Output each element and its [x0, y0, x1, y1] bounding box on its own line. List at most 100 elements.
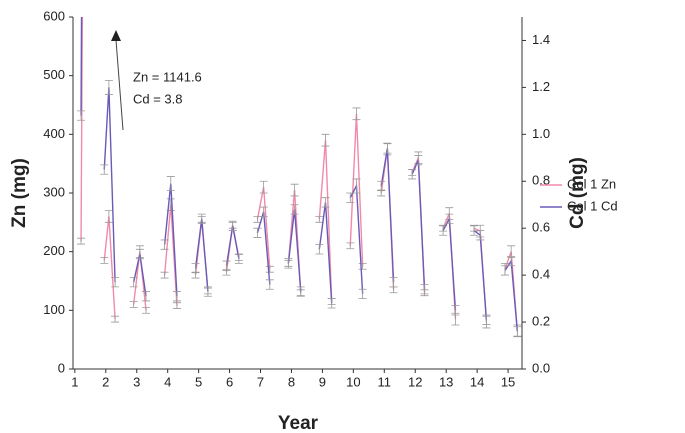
- error-bar: [482, 314, 491, 325]
- x-tick-label: 12: [408, 374, 422, 389]
- error-bar: [327, 298, 336, 309]
- x-tick-label: 8: [288, 374, 295, 389]
- series-line: [80, 17, 519, 331]
- error-bar: [507, 255, 516, 267]
- y2-tick-label: 1.2: [532, 79, 550, 94]
- y2-tick-label: 1.0: [532, 126, 550, 141]
- y-tick-label: 300: [43, 184, 65, 199]
- x-tick-label: 9: [319, 374, 326, 389]
- error-bar: [160, 239, 169, 250]
- y-tick-label: 0: [58, 360, 65, 375]
- error-bar: [420, 284, 429, 295]
- error-bar: [104, 210, 113, 223]
- plot-area: [77, 17, 522, 338]
- x-tick-label: 13: [439, 374, 453, 389]
- error-bar: [290, 183, 299, 197]
- x-tick-label: 5: [195, 374, 202, 389]
- error-bar: [377, 180, 386, 192]
- annotation: Cd = 3.8: [133, 91, 183, 106]
- y2-tick-label: 0.8: [532, 173, 550, 188]
- y2-tick-label: 0.2: [532, 314, 550, 329]
- y-tick-label: 600: [43, 8, 65, 23]
- annotation-arrow: [115, 39, 124, 131]
- y-tick-label: 200: [43, 243, 65, 258]
- y-axis-title: Zn (mg): [9, 158, 30, 228]
- error-bar: [222, 260, 231, 271]
- error-bar: [77, 237, 86, 245]
- legend-label: Col 1 Zn: [567, 176, 616, 191]
- error-bar: [191, 263, 200, 274]
- y-tick-label: 500: [43, 67, 65, 82]
- y2-axis-title: Cd (mg): [567, 157, 588, 229]
- legend-label: Col 1 Cd: [567, 198, 618, 213]
- error-bar: [111, 315, 120, 323]
- y2-tick-label: 1.4: [532, 32, 550, 47]
- error-bar: [100, 257, 109, 264]
- series-line: [80, 17, 519, 332]
- x-tick-label: 14: [470, 374, 484, 389]
- error-bar: [77, 110, 86, 121]
- error-bar: [346, 242, 355, 250]
- error-bar: [321, 133, 330, 147]
- error-bar: [315, 216, 324, 223]
- error-bar: [414, 155, 423, 166]
- y-tick-label: 400: [43, 126, 65, 141]
- error-bar: [259, 206, 268, 217]
- annotation: Zn = 1141.6: [133, 69, 202, 84]
- x-tick-label: 15: [501, 374, 515, 389]
- error-bar: [129, 277, 138, 288]
- x-tick-label: 10: [346, 374, 360, 389]
- error-bar: [111, 277, 120, 288]
- error-bar: [142, 291, 151, 302]
- error-bar: [166, 176, 175, 192]
- x-tick-label: 1: [71, 374, 78, 389]
- error-bar: [284, 258, 293, 269]
- error-bar: [253, 227, 262, 238]
- error-bar: [100, 164, 109, 175]
- error-bar: [234, 253, 243, 264]
- error-bar: [160, 271, 169, 279]
- error-bar: [265, 265, 274, 273]
- error-bar: [203, 286, 212, 297]
- error-bar: [476, 230, 485, 241]
- y2-tick-label: 0.6: [532, 220, 550, 235]
- error-bar: [352, 107, 361, 121]
- x-tick-label: 11: [378, 374, 392, 389]
- error-bar: [172, 291, 181, 302]
- x-tick-label: 7: [257, 374, 264, 389]
- error-bar: [389, 286, 398, 294]
- error-bar: [265, 279, 274, 290]
- x-tick-label: 2: [102, 374, 109, 389]
- error-bar: [129, 301, 138, 308]
- y-tick-label: 100: [43, 302, 65, 317]
- error-bar: [389, 277, 398, 288]
- error-bar: [142, 307, 151, 314]
- error-bar: [197, 213, 206, 224]
- y2-tick-label: 0.0: [532, 360, 550, 375]
- x-tick-label: 3: [133, 374, 140, 389]
- error-bar: [296, 286, 305, 297]
- error-bar: [507, 245, 516, 258]
- error-bar: [321, 197, 330, 208]
- error-bar: [259, 180, 268, 194]
- x-tick-label: 6: [226, 374, 233, 389]
- y2-tick-label: 0.4: [532, 267, 550, 282]
- error-bar: [451, 305, 460, 316]
- error-bar: [408, 169, 417, 180]
- error-bar: [445, 213, 454, 224]
- error-bar: [104, 79, 113, 95]
- error-bar: [470, 225, 479, 236]
- error-bar: [358, 263, 367, 270]
- annotation-arrowhead: [111, 30, 121, 41]
- error-bar: [290, 204, 299, 215]
- error-bar: [358, 288, 367, 299]
- x-axis-title: Year: [278, 413, 319, 433]
- error-bar: [315, 244, 324, 255]
- error-bar: [439, 225, 448, 236]
- error-bar: [228, 220, 237, 231]
- error-bar: [135, 248, 144, 260]
- error-bar: [352, 178, 361, 194]
- x-tick-label: 4: [164, 374, 171, 389]
- error-bar: [513, 326, 522, 337]
